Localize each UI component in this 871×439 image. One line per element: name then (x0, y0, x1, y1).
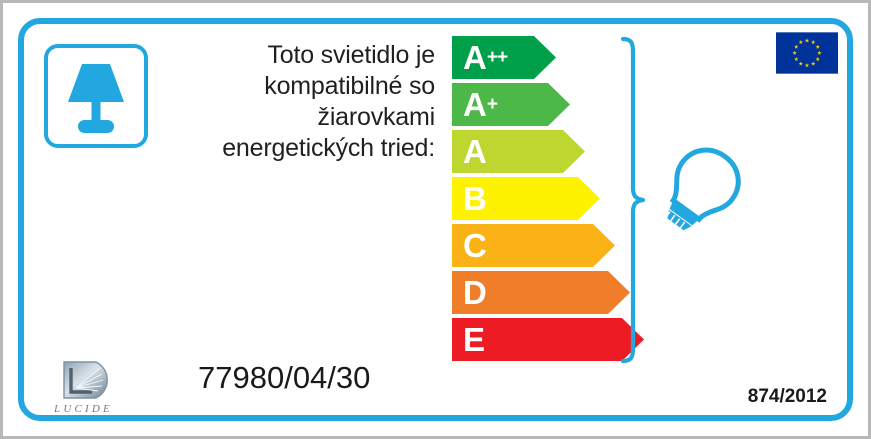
eu-flag-star (794, 56, 799, 62)
energy-class-row: B (452, 177, 612, 220)
energy-class-row: A + (452, 83, 612, 126)
energy-class-arrow-shape (452, 36, 556, 79)
model-number: 77980/04/30 (198, 360, 371, 395)
brand-logo: LUCIDE (52, 358, 136, 416)
eu-flag-star (810, 61, 816, 66)
energy-class-row: A (452, 130, 612, 173)
curly-brace-icon (620, 36, 646, 364)
eu-flag-icon (776, 32, 838, 74)
eu-flag-star (798, 61, 804, 66)
headline-text: Toto svietidlo je kompatibilné so žiarov… (180, 40, 435, 164)
energy-class-arrow-shape (452, 177, 600, 220)
eu-flag-star (817, 50, 822, 55)
light-bulb-icon (657, 142, 747, 234)
energy-class-label: A ++ (463, 39, 508, 76)
regulation-number: 874/2012 (747, 386, 827, 407)
table-lamp-icon (48, 48, 144, 144)
energy-class-arrow-shape (452, 83, 570, 126)
energy-class-label: B (463, 180, 487, 217)
lamp-pictogram-box (44, 44, 148, 148)
headline-line-2: kompatibilné so (264, 72, 435, 100)
energy-class-row: A ++ (452, 36, 612, 79)
energy-class-arrow-shape (452, 224, 615, 267)
energy-class-row: E (452, 318, 644, 361)
eu-flag-star (815, 56, 820, 62)
energy-class-label: A (463, 133, 487, 170)
energy-class-arrow-stack: A ++ A + A B C D E (452, 36, 644, 365)
eu-flag-star (810, 39, 816, 45)
energy-class-arrow-shape (452, 130, 585, 173)
svg-text:LUCIDE: LUCIDE (53, 403, 113, 415)
energy-class-row: D (452, 271, 630, 314)
eu-flag-star (804, 38, 810, 43)
eu-flag-star (792, 50, 797, 55)
energy-class-arrow-shape (452, 271, 630, 314)
eu-flag-star (798, 39, 804, 45)
energy-class-label: D (463, 274, 487, 311)
headline-line-4: energetických tried: (222, 134, 435, 162)
headline-line-3: žiarovkami (317, 103, 436, 131)
eu-flag-star (815, 44, 820, 49)
energy-class-label: C (463, 227, 487, 264)
energy-class-arrow-shape (452, 318, 644, 361)
blue-card-frame (18, 18, 853, 421)
energy-class-row: C (452, 224, 615, 267)
energy-class-label: E (463, 321, 486, 358)
energy-class-label: A + (463, 86, 498, 123)
eu-flag-star (804, 63, 810, 68)
eu-flag-star (794, 44, 799, 49)
headline-line-1: Toto svietidlo je (267, 41, 435, 69)
